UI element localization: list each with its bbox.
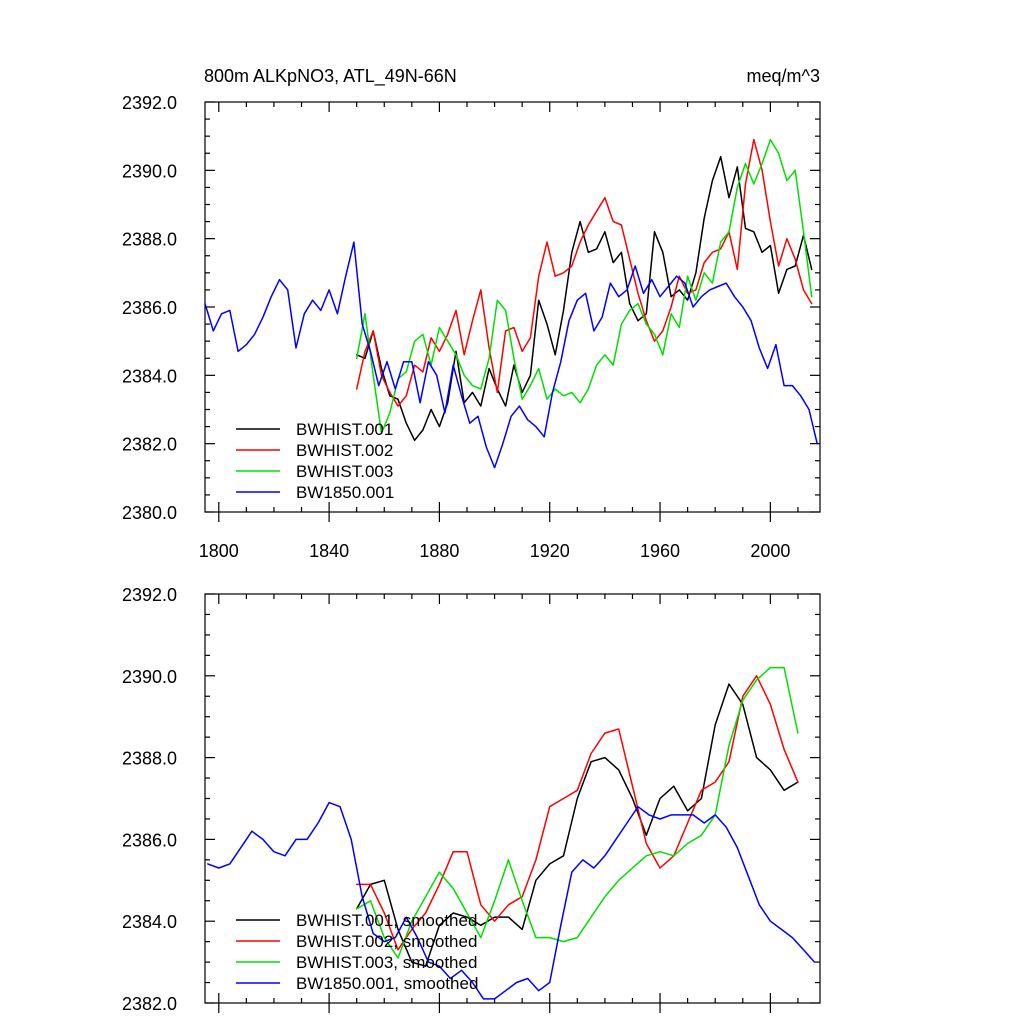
- y-tick-label: 2388.0: [122, 230, 177, 250]
- top-panel-title: 800m ALKpNO3, ATL_49N-66N: [204, 66, 457, 87]
- series-line-bwhist-003: [355, 138, 813, 435]
- y-tick-label: 2388.0: [122, 749, 177, 769]
- y-tick-label: 2382.0: [122, 435, 177, 455]
- legend-label: BW1850.001: [296, 483, 394, 502]
- y-tick-label: 2386.0: [122, 830, 177, 850]
- legend-label: BWHIST.003: [296, 462, 393, 481]
- series-line-bwhist-002: [355, 675, 799, 951]
- series-group: [207, 666, 816, 1000]
- series-line-bwhist-002: [355, 138, 813, 407]
- legend-label: BWHIST.001: [296, 420, 393, 439]
- series-group: [205, 138, 818, 469]
- top-panel-units: meq/m^3: [747, 66, 820, 86]
- y-tick-label: 2384.0: [122, 366, 177, 386]
- series-line-bwhist-001: [355, 683, 799, 967]
- y-tick-label: 2384.0: [122, 912, 177, 932]
- x-tick-label: 1880: [419, 541, 459, 561]
- x-tick-label: 1920: [530, 541, 570, 561]
- series-line-bw1850-001: [207, 801, 816, 1000]
- bottom-panel: 2382.0 2384.0 2386.0 2388.0 2390.0 2392.0 BWHI…: [122, 585, 821, 1014]
- x-tick-label: 1960: [640, 541, 680, 561]
- legend-label: BWHIST.002, smoothed: [296, 932, 477, 951]
- x-tick-label: 1800: [199, 541, 239, 561]
- legend-label: BWHIST.001, smoothed: [296, 911, 477, 930]
- y-tick-label: 2392.0: [122, 93, 177, 113]
- y-tick-label: 2390.0: [122, 161, 177, 181]
- series-line-bwhist-003: [355, 666, 799, 959]
- series-line-bw1850-001: [205, 241, 818, 469]
- y-tick-label: 2390.0: [122, 667, 177, 687]
- y-tick-label: 2386.0: [122, 298, 177, 318]
- y-tick-label: 2380.0: [122, 503, 177, 523]
- legend-label: BWHIST.002: [296, 441, 393, 460]
- series-line-bwhist-001: [355, 155, 813, 442]
- legend-label: BWHIST.003, smoothed: [296, 953, 477, 972]
- x-tick-label: 1840: [309, 541, 349, 561]
- top-panel: 800m ALKpNO3, ATL_49N-66N meq/m^3 2380.0…: [122, 66, 821, 561]
- y-tick-label: 2382.0: [122, 994, 177, 1014]
- y-tick-label: 2392.0: [122, 585, 177, 605]
- x-tick-label: 2000: [750, 541, 790, 561]
- legend-label: BW1850.001, smoothed: [296, 974, 478, 993]
